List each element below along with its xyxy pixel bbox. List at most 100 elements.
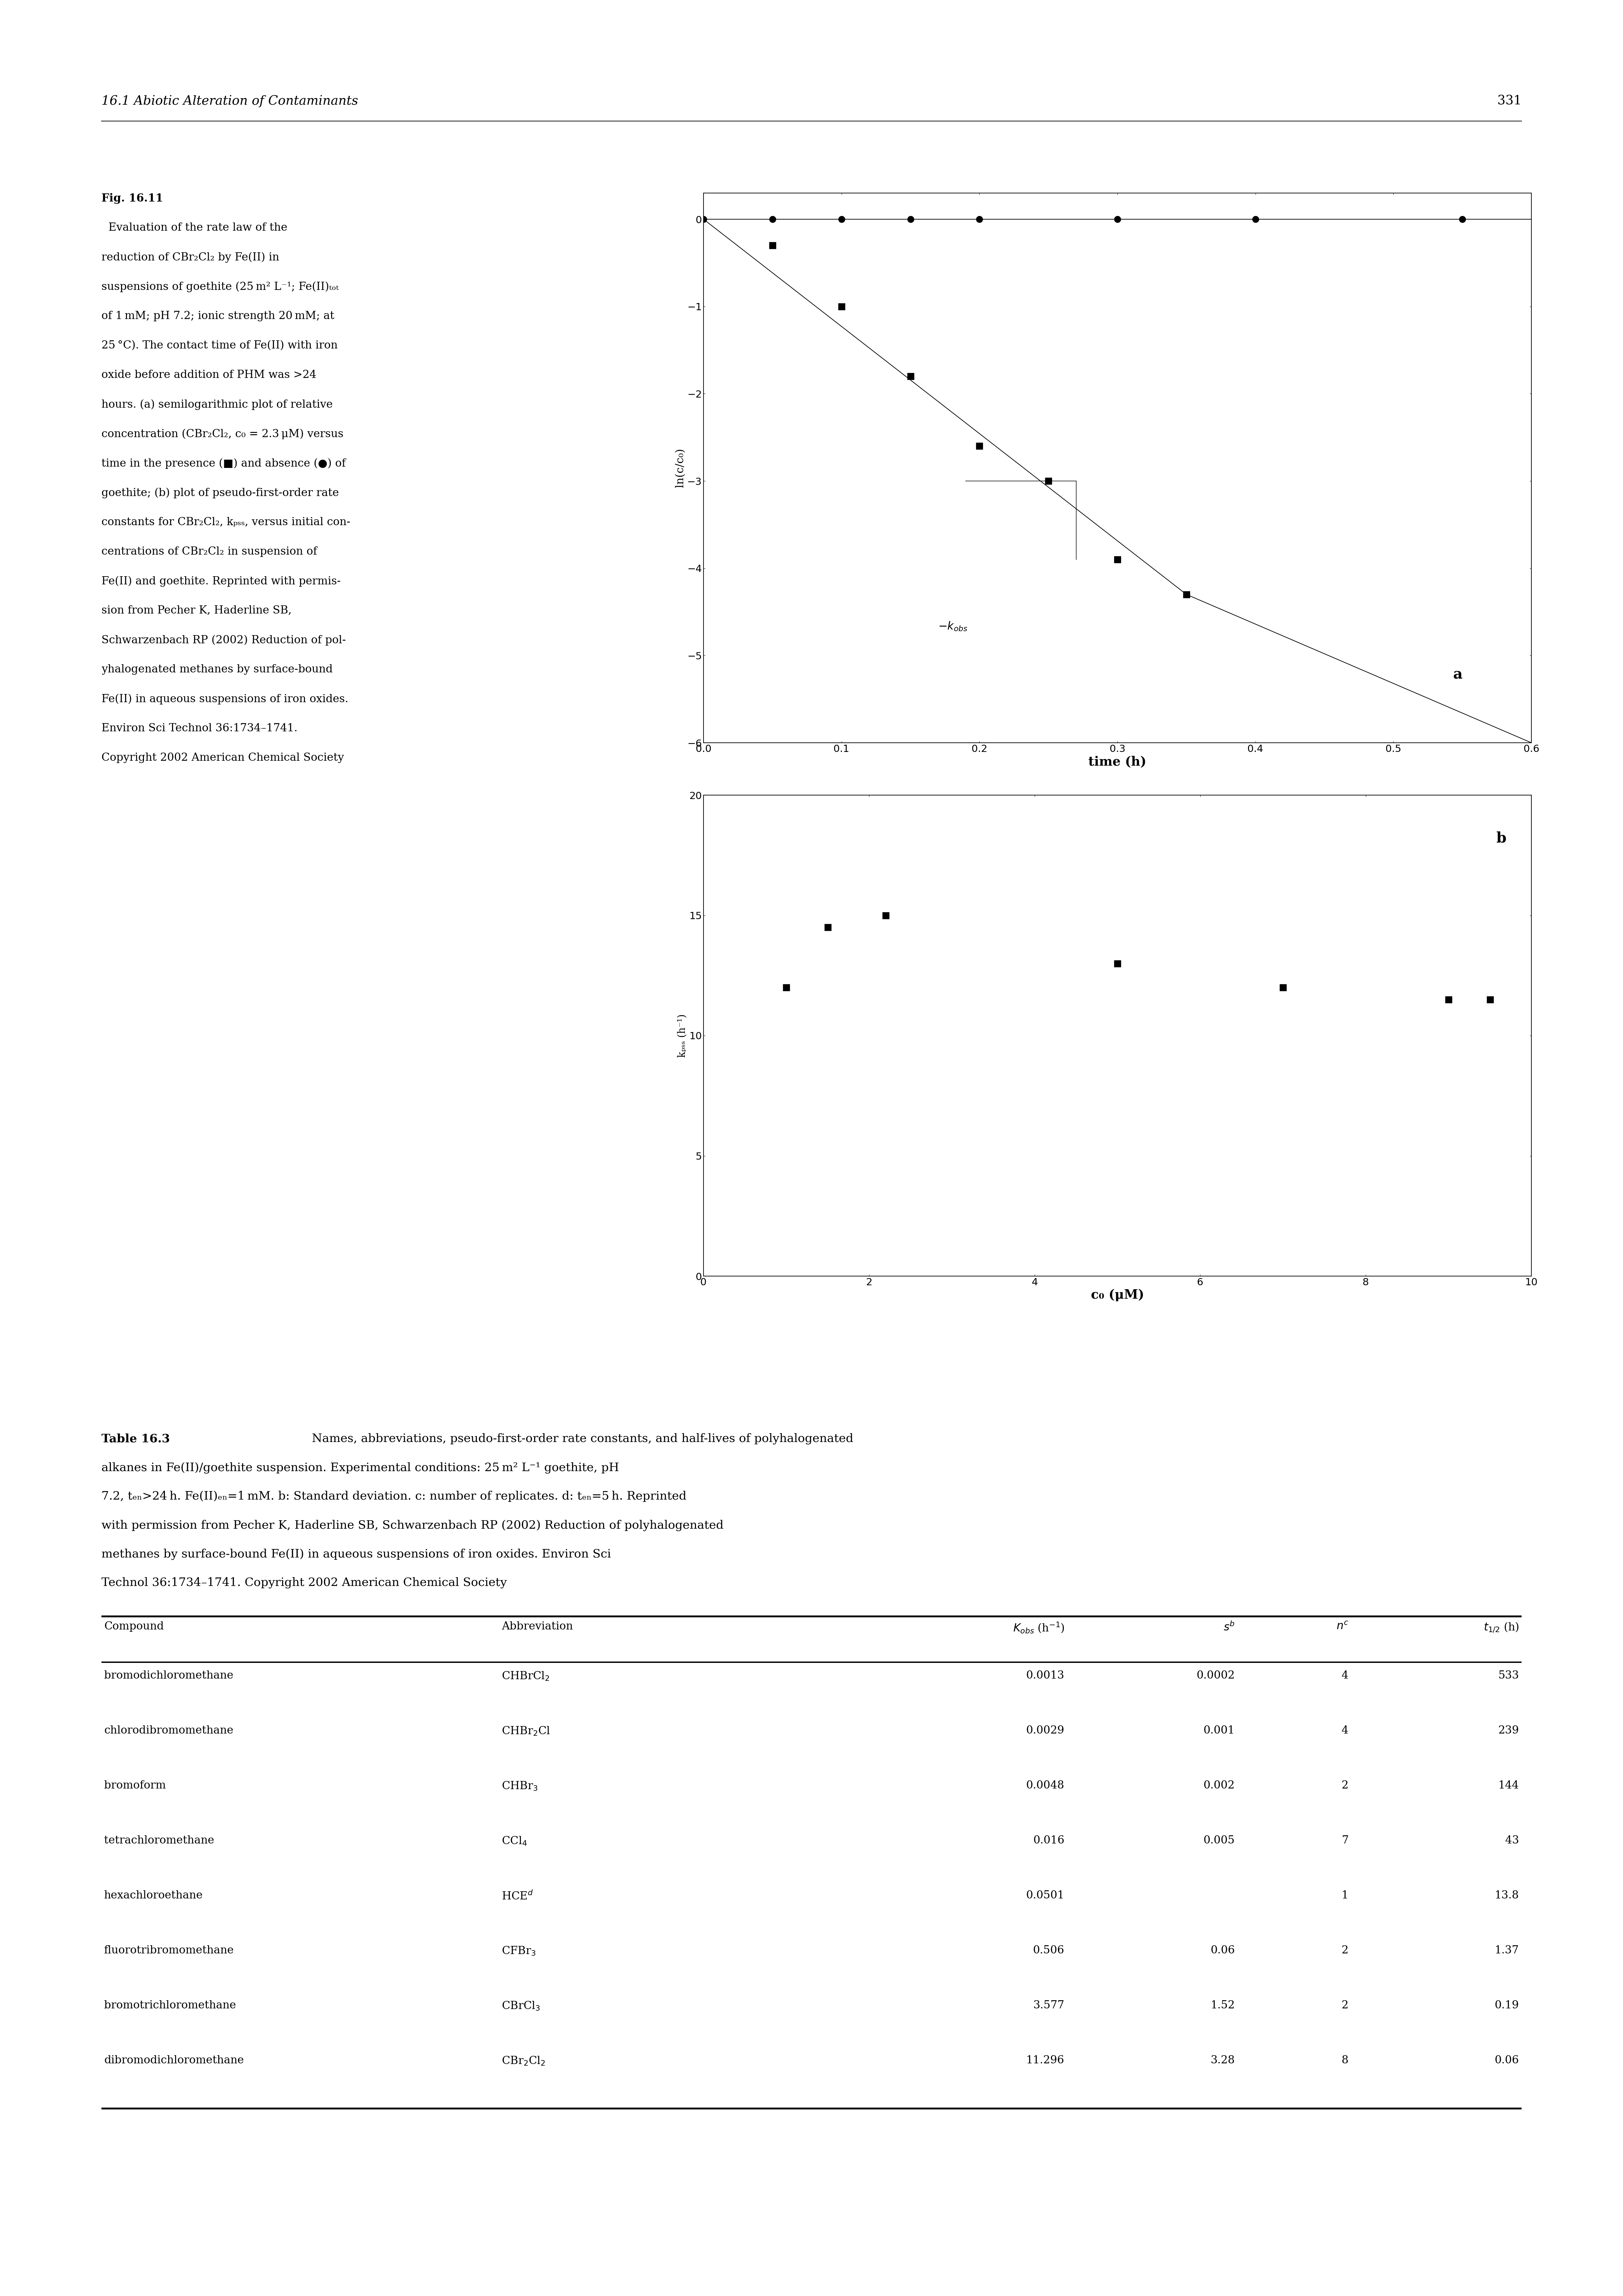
Text: $t_{1/2}$ (h): $t_{1/2}$ (h) <box>1483 1621 1519 1635</box>
Point <box>1105 200 1131 236</box>
Point <box>760 200 786 236</box>
Text: 239: 239 <box>1498 1724 1519 1736</box>
Text: 0.0501: 0.0501 <box>1026 1890 1065 1901</box>
Text: yhalogenated methanes by surface-bound: yhalogenated methanes by surface-bound <box>101 664 333 675</box>
Text: 7: 7 <box>1342 1835 1349 1846</box>
Text: 1: 1 <box>1342 1890 1349 1901</box>
Text: CBrCl$_3$: CBrCl$_3$ <box>502 2000 540 2011</box>
Text: 2: 2 <box>1342 2000 1349 2011</box>
Point <box>1271 969 1297 1006</box>
Text: bromoform: bromoform <box>104 1779 166 1791</box>
Text: $s^{b}$: $s^{b}$ <box>1224 1621 1235 1632</box>
Text: chlorodibromomethane: chlorodibromomethane <box>104 1724 234 1736</box>
X-axis label: c₀ (μM): c₀ (μM) <box>1091 1288 1144 1302</box>
Text: 25 °C). The contact time of Fe(II) with iron: 25 °C). The contact time of Fe(II) with … <box>101 340 338 351</box>
Text: centrations of CBr₂Cl₂ in suspension of: centrations of CBr₂Cl₂ in suspension of <box>101 546 316 558</box>
Text: 331: 331 <box>1498 94 1522 108</box>
Point <box>873 898 899 934</box>
Point <box>1477 980 1503 1017</box>
Text: dibromodichloromethane: dibromodichloromethane <box>104 2055 243 2066</box>
Text: CBr$_2$Cl$_2$: CBr$_2$Cl$_2$ <box>502 2055 545 2066</box>
Y-axis label: ln(c/c₀): ln(c/c₀) <box>675 448 685 487</box>
Text: 0.0048: 0.0048 <box>1026 1779 1065 1791</box>
Text: 4: 4 <box>1342 1724 1349 1736</box>
Text: Schwarzenbach RP (2002) Reduction of pol-: Schwarzenbach RP (2002) Reduction of pol… <box>101 634 346 645</box>
Text: 0.0013: 0.0013 <box>1026 1671 1065 1681</box>
Text: time in the presence (■) and absence (●) of: time in the presence (■) and absence (●)… <box>101 459 346 468</box>
Point <box>828 287 854 324</box>
Text: 0.06: 0.06 <box>1495 2055 1519 2066</box>
Text: of 1 mM; pH 7.2; ionic strength 20 mM; at: of 1 mM; pH 7.2; ionic strength 20 mM; a… <box>101 310 334 321</box>
Text: 11.296: 11.296 <box>1026 2055 1065 2066</box>
Point <box>898 358 923 395</box>
Point <box>760 227 786 264</box>
Text: HCE$^d$: HCE$^d$ <box>502 1890 534 1901</box>
Text: 144: 144 <box>1498 1779 1519 1791</box>
Text: 0.06: 0.06 <box>1211 1945 1235 1956</box>
Text: 0.506: 0.506 <box>1034 1945 1065 1956</box>
X-axis label: time (h): time (h) <box>1089 755 1146 769</box>
Text: a: a <box>1453 668 1462 682</box>
Text: hours. (a) semilogarithmic plot of relative: hours. (a) semilogarithmic plot of relat… <box>101 400 333 411</box>
Text: 2: 2 <box>1342 1779 1349 1791</box>
Text: Names, abbreviations, pseudo-first-order rate constants, and half-lives of polyh: Names, abbreviations, pseudo-first-order… <box>305 1433 854 1444</box>
Point <box>1105 542 1131 579</box>
Text: bromotrichloromethane: bromotrichloromethane <box>104 2000 235 2011</box>
Text: 1.52: 1.52 <box>1211 2000 1235 2011</box>
Text: 0.005: 0.005 <box>1204 1835 1235 1846</box>
Text: 0.002: 0.002 <box>1204 1779 1235 1791</box>
Text: Compound: Compound <box>104 1621 164 1632</box>
Text: $-k_{obs}$: $-k_{obs}$ <box>938 620 967 631</box>
Text: sion from Pecher K, Haderline SB,: sion from Pecher K, Haderline SB, <box>101 606 292 615</box>
Text: 1.37: 1.37 <box>1495 1945 1519 1956</box>
Text: 3.577: 3.577 <box>1034 2000 1065 2011</box>
Text: CHBr$_2$Cl: CHBr$_2$Cl <box>502 1724 550 1736</box>
Text: 3.28: 3.28 <box>1211 2055 1235 2066</box>
Text: 43: 43 <box>1505 1835 1519 1846</box>
Point <box>898 200 923 236</box>
Text: reduction of CBr₂Cl₂ by Fe(II) in: reduction of CBr₂Cl₂ by Fe(II) in <box>101 253 279 262</box>
Text: methanes by surface-bound Fe(II) in aqueous suspensions of iron oxides. Environ : methanes by surface-bound Fe(II) in aque… <box>101 1548 610 1559</box>
Point <box>966 200 992 236</box>
Text: 0.016: 0.016 <box>1034 1835 1065 1846</box>
Text: with permission from Pecher K, Haderline SB, Schwarzenbach RP (2002) Reduction o: with permission from Pecher K, Haderline… <box>101 1520 724 1531</box>
Point <box>1173 576 1199 613</box>
Point <box>690 200 716 236</box>
Point <box>1243 200 1269 236</box>
Text: CFBr$_3$: CFBr$_3$ <box>502 1945 536 1956</box>
Text: 0.0002: 0.0002 <box>1196 1671 1235 1681</box>
Text: 4: 4 <box>1342 1671 1349 1681</box>
Text: alkanes in Fe(II)/goethite suspension. Experimental conditions: 25 m² L⁻¹ goethi: alkanes in Fe(II)/goethite suspension. E… <box>101 1463 618 1474</box>
Text: concentration (CBr₂Cl₂, c₀ = 2.3 μM) versus: concentration (CBr₂Cl₂, c₀ = 2.3 μM) ver… <box>101 429 344 439</box>
Text: Fe(II) in aqueous suspensions of iron oxides.: Fe(II) in aqueous suspensions of iron ox… <box>101 693 349 705</box>
Text: 13.8: 13.8 <box>1495 1890 1519 1901</box>
Text: goethite; (b) plot of pseudo-first-order rate: goethite; (b) plot of pseudo-first-order… <box>101 487 339 498</box>
Text: 533: 533 <box>1498 1671 1519 1681</box>
Point <box>1436 980 1462 1017</box>
Text: CCl$_4$: CCl$_4$ <box>502 1835 527 1846</box>
Text: Technol 36:1734–1741. Copyright 2002 American Chemical Society: Technol 36:1734–1741. Copyright 2002 Ame… <box>101 1577 506 1589</box>
Text: oxide before addition of PHM was >24: oxide before addition of PHM was >24 <box>101 370 316 381</box>
Text: Table 16.3: Table 16.3 <box>101 1433 170 1444</box>
Text: fluorotribromomethane: fluorotribromomethane <box>104 1945 234 1956</box>
Text: constants for CBr₂Cl₂, kₚₛₛ, versus initial con-: constants for CBr₂Cl₂, kₚₛₛ, versus init… <box>101 517 351 528</box>
Text: b: b <box>1496 831 1506 845</box>
Text: suspensions of goethite (25 m² L⁻¹; Fe(II)ₜₒₜ: suspensions of goethite (25 m² L⁻¹; Fe(I… <box>101 282 339 292</box>
Point <box>1449 200 1475 236</box>
Text: Fe(II) and goethite. Reprinted with permis-: Fe(II) and goethite. Reprinted with perm… <box>101 576 341 585</box>
Point <box>1035 461 1061 498</box>
Point <box>815 909 841 946</box>
Text: 0.19: 0.19 <box>1495 2000 1519 2011</box>
Text: Fig. 16.11: Fig. 16.11 <box>101 193 164 204</box>
Text: Abbreviation: Abbreviation <box>502 1621 573 1632</box>
Text: bromodichloromethane: bromodichloromethane <box>104 1671 234 1681</box>
Text: Evaluation of the rate law of the: Evaluation of the rate law of the <box>101 223 287 232</box>
Text: tetrachloromethane: tetrachloromethane <box>104 1835 214 1846</box>
Point <box>773 969 799 1006</box>
Y-axis label: kₚₛₛ (h⁻¹): kₚₛₛ (h⁻¹) <box>677 1015 688 1058</box>
Text: 8: 8 <box>1342 2055 1349 2066</box>
Text: 16.1 Abiotic Alteration of Contaminants: 16.1 Abiotic Alteration of Contaminants <box>101 94 359 108</box>
Text: 2: 2 <box>1342 1945 1349 1956</box>
Text: 0.0029: 0.0029 <box>1026 1724 1065 1736</box>
Point <box>966 427 992 464</box>
